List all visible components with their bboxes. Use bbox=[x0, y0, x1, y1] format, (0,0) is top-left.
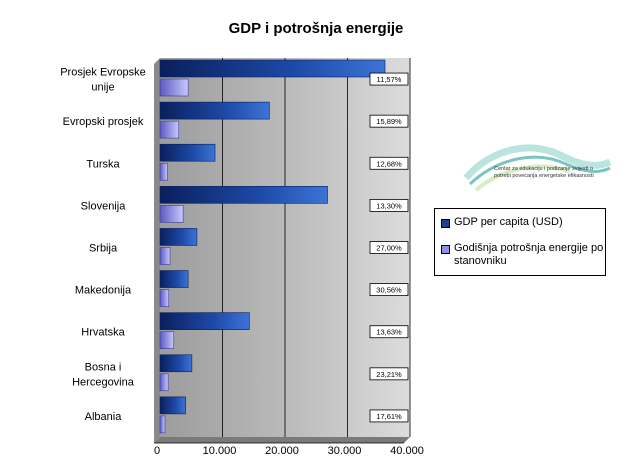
bar-energy bbox=[159, 415, 166, 434]
category-label: Bosna i Hercegovina bbox=[72, 361, 135, 388]
annotation-label: 23,21% bbox=[376, 370, 402, 379]
x-tick-label: 10.000 bbox=[203, 445, 237, 457]
annotation-box bbox=[369, 198, 409, 212]
annotation-label: 27,00% bbox=[376, 244, 402, 253]
annotation-box bbox=[369, 241, 409, 254]
legend-item-gdp: GDP per capita (USD) bbox=[441, 216, 604, 229]
organization-logo: Centar za edukaciju i podizanje svijesti… bbox=[462, 138, 612, 210]
annotation-label: 11,57% bbox=[377, 75, 402, 84]
bar-energy bbox=[159, 289, 170, 307]
chart-title: GDP i potrošnja energije bbox=[228, 20, 404, 37]
bar-energy bbox=[159, 120, 180, 139]
logo-text: Centar za edukaciju i podizanje svijesti… bbox=[494, 166, 594, 179]
plot-floor bbox=[154, 437, 410, 443]
bar-gdp bbox=[159, 270, 189, 288]
category-label: Prosjek Evropske unije bbox=[60, 67, 146, 94]
bar-energy bbox=[159, 247, 171, 265]
bar-gdp bbox=[159, 59, 386, 78]
bar-gdp bbox=[159, 186, 328, 204]
bar-energy bbox=[159, 78, 189, 97]
legend-label-gdp: GDP per capita (USD) bbox=[454, 216, 563, 228]
annotation-label: 12,68% bbox=[376, 159, 402, 168]
annotation-box bbox=[369, 156, 409, 170]
x-tick-label: 30.000 bbox=[328, 445, 362, 457]
plot-side-wall bbox=[154, 58, 160, 443]
annotation-label: 30,56% bbox=[376, 286, 402, 295]
bar-energy bbox=[159, 205, 184, 223]
annotation-box bbox=[369, 283, 409, 297]
category-label: Srbija bbox=[89, 243, 118, 255]
wave-logo-icon bbox=[463, 144, 612, 192]
x-tick-label: 40.000 bbox=[390, 445, 424, 457]
category-label: Albania bbox=[85, 411, 123, 423]
annotation-box bbox=[369, 72, 409, 86]
bar-energy bbox=[159, 331, 175, 349]
bar-gdp bbox=[159, 101, 270, 120]
x-tick-label: 0 bbox=[154, 445, 160, 457]
bar-gdp bbox=[159, 396, 186, 415]
category-label: Slovenija bbox=[81, 200, 127, 212]
category-label: Makedonija bbox=[75, 285, 132, 297]
annotation-label: 13,30% bbox=[376, 201, 402, 210]
annotation-box bbox=[369, 325, 409, 339]
annotation-label: 13,63% bbox=[376, 328, 402, 337]
annotation-box bbox=[369, 114, 409, 128]
bar-gdp bbox=[159, 228, 198, 246]
legend-label-energy: Godišnja potrošnja energije po stanovnik… bbox=[454, 242, 604, 267]
legend-item-energy: Godišnja potrošnja energije po stanovnik… bbox=[441, 242, 604, 268]
bar-gdp bbox=[159, 312, 250, 330]
chart-legend: GDP per capita (USD) Godišnja potrošnja … bbox=[434, 208, 606, 276]
bar-energy bbox=[159, 162, 168, 181]
bar-energy bbox=[159, 373, 169, 392]
category-label: Hrvatska bbox=[81, 327, 125, 339]
annotation-label: 15,89% bbox=[376, 117, 402, 126]
annotation-label: 17,61% bbox=[376, 412, 402, 421]
x-tick-label: 20.000 bbox=[265, 445, 299, 457]
bar-gdp bbox=[159, 354, 193, 373]
category-label: Evropski prosjek bbox=[63, 116, 144, 128]
annotation-box bbox=[369, 409, 409, 423]
bar-gdp bbox=[159, 143, 216, 162]
legend-swatch-energy bbox=[441, 245, 450, 254]
category-label: Turska bbox=[86, 158, 120, 170]
legend-swatch-gdp bbox=[441, 219, 450, 228]
annotation-box bbox=[369, 367, 409, 381]
